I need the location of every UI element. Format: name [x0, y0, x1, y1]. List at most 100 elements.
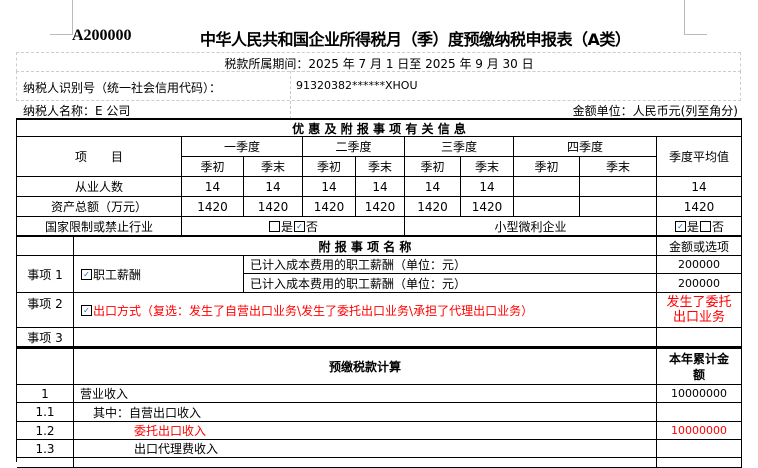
assets-q2-end[interactable]: 1420	[356, 197, 405, 217]
calc-row-1-2-no: 1.2	[17, 422, 74, 440]
quarter-4-header: 四季度	[514, 137, 657, 157]
assets-q4-start[interactable]	[514, 197, 580, 217]
calc-section-title: 预缴税款计算	[74, 349, 657, 385]
item-2-name[interactable]: ✓ 出口方式（复选：发生了自营出口业务\发生了委托出口业务\承担了代理出口业务）	[74, 293, 657, 328]
taxpayer-id-label: 纳税人识别号（统一社会信用代码）：	[23, 81, 222, 95]
quarter-3-header: 三季度	[405, 137, 514, 157]
small-no-checkbox[interactable]	[700, 220, 711, 232]
calc-row-1-1-label: 其中：自营出口收入	[74, 403, 657, 422]
item-header: 项 目	[17, 137, 182, 177]
assets-q3-end[interactable]: 1420	[461, 197, 514, 217]
item-1-checkbox[interactable]: ✓	[81, 268, 92, 280]
restricted-industry-label: 国家限制或禁止行业	[17, 217, 182, 236]
employees-q4-start[interactable]	[514, 177, 580, 197]
calc-row-next-no	[17, 458, 74, 468]
item-2-label: 事项 2	[17, 293, 74, 328]
calc-blank-header	[17, 349, 74, 385]
calc-row-1-2-value[interactable]: 10000000	[657, 422, 742, 440]
employees-q2-start[interactable]: 14	[303, 177, 356, 197]
item-1-label: 事项 1	[17, 256, 74, 293]
calc-row-1-3-value[interactable]	[657, 440, 742, 458]
restricted-industry-options[interactable]: 是 ✓ 否	[182, 217, 405, 236]
calc-row-1-label: 营业收入	[74, 385, 657, 403]
form-code: A200000	[72, 27, 132, 44]
item-3-value[interactable]	[657, 328, 742, 347]
employees-q3-start[interactable]: 14	[405, 177, 461, 197]
small-yes-checkbox[interactable]: ✓	[674, 220, 686, 232]
tax-period: 税款所属期间：2025 年 7 月 1 日至 2025 年 9 月 30 日	[224, 57, 534, 71]
employees-q3-end[interactable]: 14	[461, 177, 514, 197]
employees-q4-end[interactable]	[580, 177, 657, 197]
table-left-border	[16, 118, 17, 462]
divider	[290, 71, 291, 119]
item-2-value[interactable]: 发生了委托 出口业务	[657, 293, 742, 328]
item-3-name[interactable]	[74, 328, 657, 347]
assets-average: 1420	[657, 197, 742, 217]
calc-amount-header-line-1: 本年累计金	[668, 351, 729, 366]
assets-q3-start[interactable]: 1420	[405, 197, 461, 217]
calc-amount-header: 本年累计金 额	[657, 349, 742, 385]
q3-end-header: 季末	[461, 157, 514, 177]
table-top-border	[16, 118, 742, 120]
calc-row-1-value[interactable]: 10000000	[657, 385, 742, 403]
assets-q2-start[interactable]: 1420	[303, 197, 356, 217]
supp-name-header: 附 报 事 项 名 称	[74, 237, 657, 256]
crop-mark	[50, 34, 73, 35]
page-title: 中华人民共和国企业所得税月（季）度预缴纳税申报表（A类）	[200, 30, 631, 49]
q3-start-header: 季初	[405, 157, 461, 177]
small-yes-label: 是	[686, 219, 699, 234]
calc-row-1-2-label: 委托出口收入	[74, 422, 657, 440]
small-enterprise-options[interactable]: ✓ 是否	[657, 217, 742, 236]
calc-row-1-1-value[interactable]	[657, 403, 742, 422]
restricted-yes-label: 是	[280, 219, 293, 234]
small-enterprise-label: 小型微利企业	[405, 217, 657, 236]
q2-start-header: 季初	[303, 157, 356, 177]
taxpayer-name: 纳税人名称：E 公司	[23, 104, 131, 118]
section-divider	[16, 235, 742, 237]
supp-blank-header	[17, 237, 74, 256]
q1-start-header: 季初	[182, 157, 244, 177]
q4-start-header: 季初	[514, 157, 580, 177]
calc-row-1-3-no: 1.3	[17, 440, 74, 458]
employees-q1-start[interactable]: 14	[182, 177, 244, 197]
calc-row-1-3-label: 出口代理费收入	[74, 440, 657, 458]
quarter-2-header: 二季度	[303, 137, 405, 157]
calc-row-1-1-no: 1.1	[17, 403, 74, 422]
restricted-yes-checkbox[interactable]	[268, 220, 280, 232]
item-1-name-text: 职工薪酬	[93, 267, 142, 282]
item-1-sub-1-desc: 已计入成本费用的职工薪酬（单位：元）	[244, 256, 657, 274]
assets-q1-start[interactable]: 1420	[182, 197, 244, 217]
employees-q2-end[interactable]: 14	[356, 177, 405, 197]
restricted-no-label: 否	[306, 219, 319, 234]
assets-q1-end[interactable]: 1420	[244, 197, 303, 217]
calc-row-next-label	[74, 458, 657, 468]
assets-q4-end[interactable]	[580, 197, 657, 217]
restricted-no-checkbox[interactable]: ✓	[294, 220, 305, 232]
item-2-checkbox[interactable]: ✓	[81, 304, 92, 316]
calc-row-next-value	[657, 458, 742, 468]
taxpayer-id-value[interactable]: 91320382******XHOU	[296, 79, 418, 92]
crop-mark	[72, 0, 73, 34]
employees-q1-end[interactable]: 14	[244, 177, 303, 197]
amount-unit: 金额单位：人民币元(列至角分)	[572, 104, 738, 118]
item-1-sub-2-value[interactable]: 200000	[657, 274, 742, 293]
q4-end-header: 季末	[580, 157, 657, 177]
item-1-sub-1-value[interactable]: 200000	[657, 256, 742, 274]
employees-label: 从业人数	[17, 177, 182, 197]
item-1-sub-2-desc: 已计入成本费用的职工薪酬（单位：元）	[244, 274, 657, 293]
q2-end-header: 季末	[356, 157, 405, 177]
q1-end-header: 季末	[244, 157, 303, 177]
item-3-label: 事项 3	[17, 328, 74, 347]
calc-row-1-no: 1	[17, 385, 74, 403]
item-2-value-line-2: 出口业务	[672, 310, 725, 325]
item-2-value-line-1: 发生了委托	[666, 295, 732, 310]
item-2-name-text: 出口方式（复选：发生了自营出口业务\发生了委托出口业务\承担了代理出口业务）	[93, 303, 534, 318]
supp-amount-header: 金额或选项	[657, 237, 742, 256]
item-1-name[interactable]: ✓ 职工薪酬	[74, 256, 244, 293]
section-divider	[16, 347, 742, 349]
quarter-1-header: 一季度	[182, 137, 303, 157]
average-header: 季度平均值	[657, 137, 742, 177]
calc-amount-header-line-2: 额	[692, 367, 705, 382]
crop-mark	[684, 0, 685, 34]
taxpayer-id-row	[16, 71, 741, 101]
